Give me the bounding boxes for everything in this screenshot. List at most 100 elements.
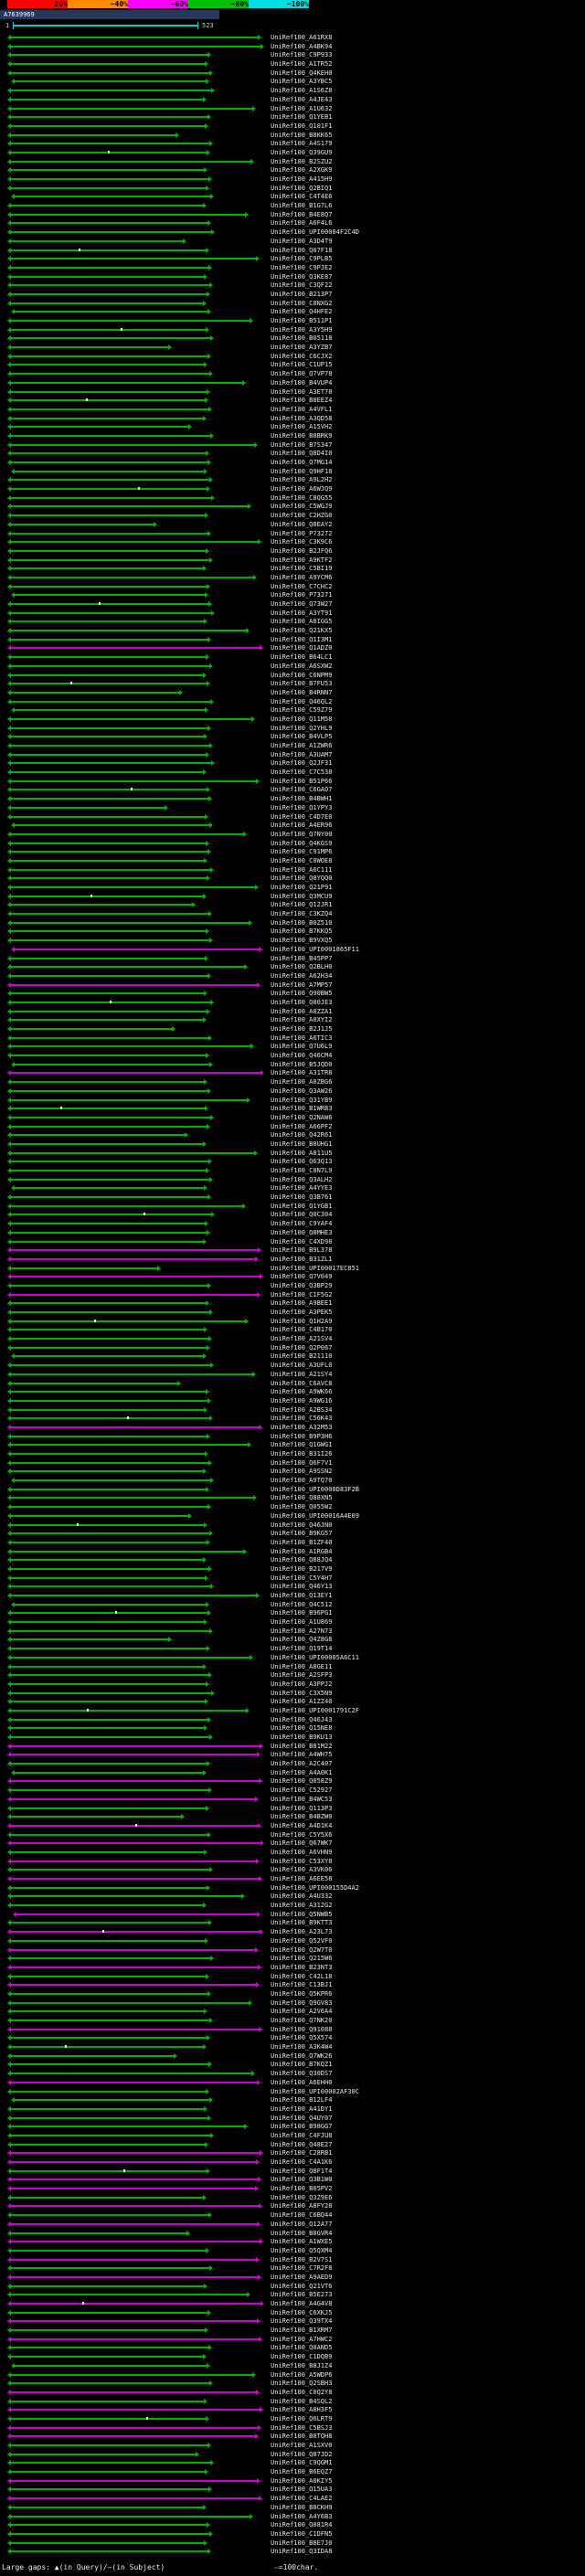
hit-row[interactable]: UniRef100_Q1YPY3: [0, 803, 585, 812]
hit-label[interactable]: UniRef100_A27N73: [271, 1627, 333, 1635]
hit-row[interactable]: UniRef100_A4D1K4: [0, 1821, 585, 1830]
hit-row[interactable]: UniRef100_Q12JR1: [0, 900, 585, 909]
hit-label[interactable]: UniRef100_B21110: [271, 1352, 333, 1361]
hit-row[interactable]: UniRef100_B2V7S1: [0, 2255, 585, 2264]
hit-label[interactable]: UniRef100_B96PG1: [271, 1609, 333, 1617]
hit-label[interactable]: UniRef100_Q6LRT9: [271, 2414, 333, 2422]
hit-label[interactable]: UniRef100_C7R2F8: [271, 2264, 333, 2273]
hit-label[interactable]: UniRef100_B9KU13: [271, 1733, 333, 1741]
hit-row[interactable]: UniRef100_Q8YQQ0: [0, 874, 585, 883]
hit-label[interactable]: UniRef100_Q46J43: [271, 1715, 333, 1723]
hit-label[interactable]: UniRef100_B31I26: [271, 1450, 333, 1458]
hit-row[interactable]: UniRef100_B5JQD0: [0, 1060, 585, 1069]
hit-label[interactable]: UniRef100_B0TQH8: [271, 2433, 333, 2441]
hit-label[interactable]: UniRef100_Q6F7V1: [271, 1458, 333, 1467]
hit-label[interactable]: UniRef100_A6EHH0: [271, 2078, 333, 2086]
hit-row[interactable]: UniRef100_A3UFL0: [0, 1361, 585, 1370]
hit-row[interactable]: UniRef100_Q2P067: [0, 1343, 585, 1352]
hit-row[interactable]: UniRef100_A27N73: [0, 1627, 585, 1636]
hit-row[interactable]: UniRef100_A3PEK5: [0, 1308, 585, 1317]
hit-label[interactable]: UniRef100_Q3BP29: [271, 1281, 333, 1289]
hit-label[interactable]: UniRef100_A21SY4: [271, 1370, 333, 1378]
hit-label[interactable]: UniRef100_Q46QL2: [271, 697, 333, 705]
hit-label[interactable]: UniRef100_UPI0001791C2F: [271, 1706, 359, 1714]
hit-label[interactable]: UniRef100_UPI00004F2C4D: [271, 228, 359, 237]
hit-row[interactable]: UniRef100_C9YAF4: [0, 1219, 585, 1228]
hit-label[interactable]: UniRef100_B51P66: [271, 777, 333, 785]
hit-label[interactable]: UniRef100_C1UP15: [271, 361, 333, 369]
hit-row[interactable]: UniRef100_Q3ALH2: [0, 1175, 585, 1184]
hit-label[interactable]: UniRef100_Q87JD2: [271, 2450, 333, 2458]
hit-row[interactable]: UniRef100_C91MP6: [0, 847, 585, 856]
hit-label[interactable]: UniRef100_Q7WK26: [271, 2051, 333, 2060]
hit-label[interactable]: UniRef100_B1XRM7: [271, 2327, 333, 2335]
hit-row[interactable]: UniRef100_Q3IDA8: [0, 2547, 585, 2556]
hit-label[interactable]: UniRef100_A6F4L6: [271, 219, 333, 228]
hit-label[interactable]: UniRef100_Q2YHL9: [271, 724, 333, 732]
hit-row[interactable]: UniRef100_B4BZW0: [0, 1812, 585, 1821]
hit-label[interactable]: UniRef100_A3QD58: [271, 414, 333, 422]
hit-label[interactable]: UniRef100_A8FY28: [271, 2202, 333, 2210]
hit-row[interactable]: UniRef100_A4JE43: [0, 95, 585, 104]
hit-label[interactable]: UniRef100_UPI00017EC851: [271, 1264, 359, 1272]
hit-row[interactable]: UniRef100_B4VLP5: [0, 732, 585, 741]
hit-row[interactable]: UniRef100_UPI00005A6C11: [0, 1653, 585, 1662]
hit-label[interactable]: UniRef100_A4WH75: [271, 1751, 333, 1759]
hit-label[interactable]: UniRef100_C5BI19: [271, 565, 333, 573]
hit-row[interactable]: UniRef100_A4WH75: [0, 1750, 585, 1759]
hit-label[interactable]: UniRef100_C6BQ44: [271, 2211, 333, 2220]
hit-row[interactable]: UniRef100_B9KU13: [0, 1733, 585, 1742]
hit-label[interactable]: UniRef100_B1G7L6: [271, 202, 333, 210]
hit-label[interactable]: UniRef100_B8KK65: [271, 131, 333, 139]
hit-row[interactable]: UniRef100_UPI00016A4E09: [0, 1511, 585, 1521]
hit-label[interactable]: UniRef100_A3UFL0: [271, 1362, 333, 1370]
hit-row[interactable]: UniRef100_A6SXW2: [0, 662, 585, 671]
hit-label[interactable]: UniRef100_A66PF2: [271, 1122, 333, 1130]
hit-row[interactable]: UniRef100_A9YCM6: [0, 573, 585, 582]
hit-row[interactable]: UniRef100_A4BK94: [0, 42, 585, 51]
hit-row[interactable]: UniRef100_C28RB1: [0, 2148, 585, 2157]
hit-row[interactable]: UniRef100_Q88XN5: [0, 1493, 585, 1502]
hit-row[interactable]: UniRef100_B4BWH1: [0, 794, 585, 803]
hit-row[interactable]: UniRef100_B4RNN7: [0, 688, 585, 697]
hit-label[interactable]: UniRef100_C91MP6: [271, 848, 333, 856]
hit-row[interactable]: UniRef100_B7KKQ5: [0, 927, 585, 936]
hit-row[interactable]: UniRef100_C3QF22: [0, 281, 585, 290]
hit-label[interactable]: UniRef100_B9VXQ5: [271, 937, 333, 945]
hit-label[interactable]: UniRef100_Q3MCU9: [271, 892, 333, 900]
hit-row[interactable]: UniRef100_Q46J43: [0, 1715, 585, 1724]
hit-label[interactable]: UniRef100_Q7NY00: [271, 830, 333, 838]
hit-row[interactable]: UniRef100_Q3B761: [0, 1193, 585, 1202]
hit-label[interactable]: UniRef100_C4A1K6: [271, 2158, 333, 2166]
hit-row[interactable]: UniRef100_C2HZG0: [0, 511, 585, 520]
hit-label[interactable]: UniRef100_A3YT91: [271, 609, 333, 617]
hit-row[interactable]: UniRef100_Q8D4I0: [0, 449, 585, 458]
hit-label[interactable]: UniRef100_A4BK94: [271, 42, 333, 50]
hit-label[interactable]: UniRef100_A9L2H2: [271, 476, 333, 484]
hit-label[interactable]: UniRef100_B8BRK9: [271, 431, 333, 440]
hit-label[interactable]: UniRef100_Q1GWG1: [271, 1441, 333, 1449]
hit-row[interactable]: UniRef100_Q21P91: [0, 883, 585, 892]
hit-label[interactable]: UniRef100_A8H3F5: [271, 2406, 333, 2414]
hit-row[interactable]: UniRef100_B31I26: [0, 1449, 585, 1458]
hit-row[interactable]: UniRef100_Q46Y13: [0, 1582, 585, 1591]
hit-row[interactable]: UniRef100_Q2BLH0: [0, 962, 585, 971]
hit-label[interactable]: UniRef100_C4LAE2: [271, 2495, 333, 2503]
hit-row[interactable]: UniRef100_A1S6Z8: [0, 86, 585, 95]
hit-row[interactable]: UniRef100_B1G7L6: [0, 201, 585, 210]
hit-row[interactable]: UniRef100_C6AVC8: [0, 1379, 585, 1388]
hit-row[interactable]: UniRef100_B8GVR4: [0, 2229, 585, 2238]
hit-label[interactable]: UniRef100_Q88JQ4: [271, 1556, 333, 1564]
hit-label[interactable]: UniRef100_A811U5: [271, 1149, 333, 1157]
hit-label[interactable]: UniRef100_Q215W6: [271, 1955, 333, 1963]
hit-row[interactable]: UniRef100_A3YT91: [0, 609, 585, 618]
hit-label[interactable]: UniRef100_B98GG7: [271, 2123, 333, 2131]
hit-label[interactable]: UniRef100_Q113P3: [271, 1804, 333, 1812]
hit-row[interactable]: UniRef100_C8QG55: [0, 493, 585, 503]
hit-row[interactable]: UniRef100_Q101F1: [0, 122, 585, 131]
hit-label[interactable]: UniRef100_A2V6A4: [271, 2008, 333, 2016]
hit-row[interactable]: UniRef100_Q07F18: [0, 246, 585, 255]
hit-label[interactable]: UniRef100_C9PLB5: [271, 255, 333, 263]
hit-label[interactable]: UniRef100_Q7V049: [271, 1273, 333, 1281]
hit-row[interactable]: UniRef100_C4B170: [0, 1325, 585, 1334]
